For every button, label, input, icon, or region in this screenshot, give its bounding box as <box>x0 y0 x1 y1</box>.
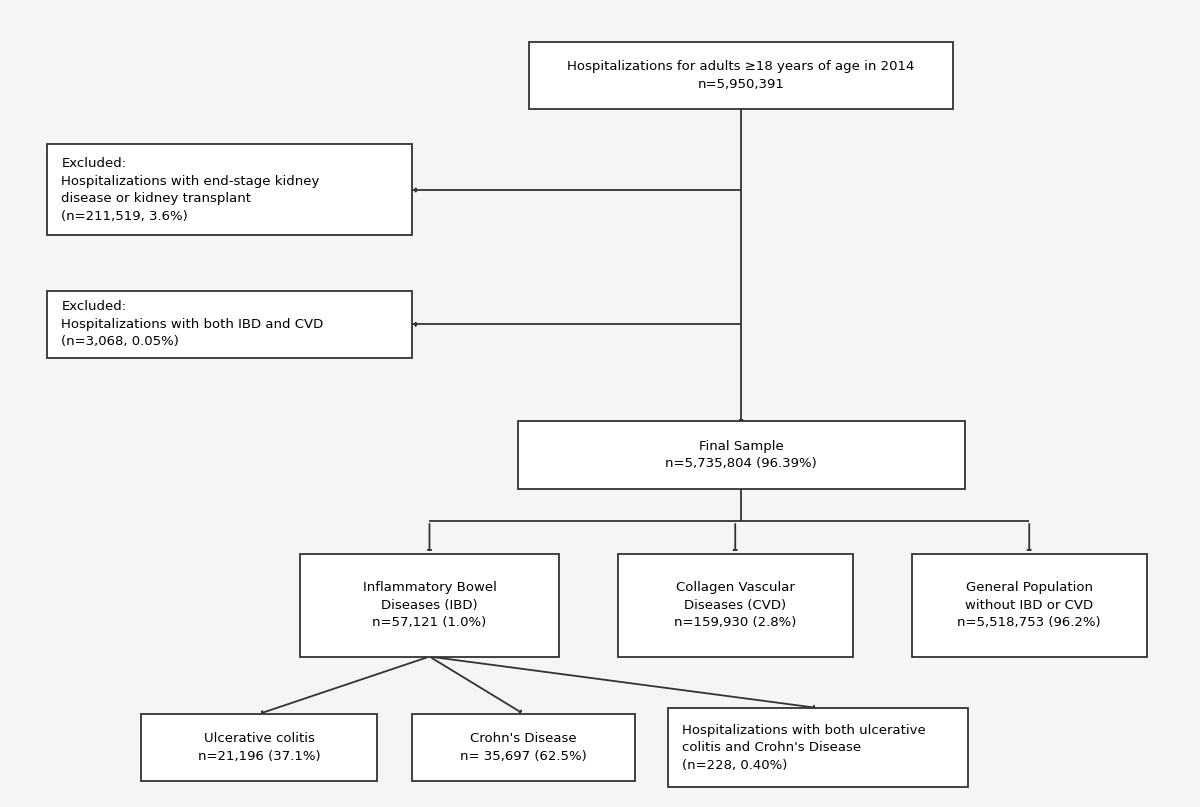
Text: Collagen Vascular
Diseases (CVD)
n=159,930 (2.8%): Collagen Vascular Diseases (CVD) n=159,9… <box>674 581 797 629</box>
FancyBboxPatch shape <box>529 42 953 109</box>
FancyBboxPatch shape <box>300 554 559 657</box>
FancyBboxPatch shape <box>517 421 965 488</box>
FancyBboxPatch shape <box>667 708 967 787</box>
FancyBboxPatch shape <box>47 144 412 236</box>
FancyBboxPatch shape <box>142 714 377 781</box>
Text: Inflammatory Bowel
Diseases (IBD)
n=57,121 (1.0%): Inflammatory Bowel Diseases (IBD) n=57,1… <box>362 581 497 629</box>
FancyBboxPatch shape <box>618 554 853 657</box>
Text: Final Sample
n=5,735,804 (96.39%): Final Sample n=5,735,804 (96.39%) <box>665 440 817 470</box>
Text: General Population
without IBD or CVD
n=5,518,753 (96.2%): General Population without IBD or CVD n=… <box>958 581 1102 629</box>
Text: Hospitalizations with both ulcerative
colitis and Crohn's Disease
(n=228, 0.40%): Hospitalizations with both ulcerative co… <box>682 724 925 771</box>
FancyBboxPatch shape <box>47 291 412 358</box>
Text: Ulcerative colitis
n=21,196 (37.1%): Ulcerative colitis n=21,196 (37.1%) <box>198 732 320 763</box>
FancyBboxPatch shape <box>912 554 1147 657</box>
Text: Excluded:
Hospitalizations with both IBD and CVD
(n=3,068, 0.05%): Excluded: Hospitalizations with both IBD… <box>61 300 324 349</box>
Text: Excluded:
Hospitalizations with end-stage kidney
disease or kidney transplant
(n: Excluded: Hospitalizations with end-stag… <box>61 157 319 223</box>
FancyBboxPatch shape <box>412 714 635 781</box>
Text: Crohn's Disease
n= 35,697 (62.5%): Crohn's Disease n= 35,697 (62.5%) <box>460 732 587 763</box>
Text: Hospitalizations for adults ≥18 years of age in 2014
n=5,950,391: Hospitalizations for adults ≥18 years of… <box>568 60 914 90</box>
